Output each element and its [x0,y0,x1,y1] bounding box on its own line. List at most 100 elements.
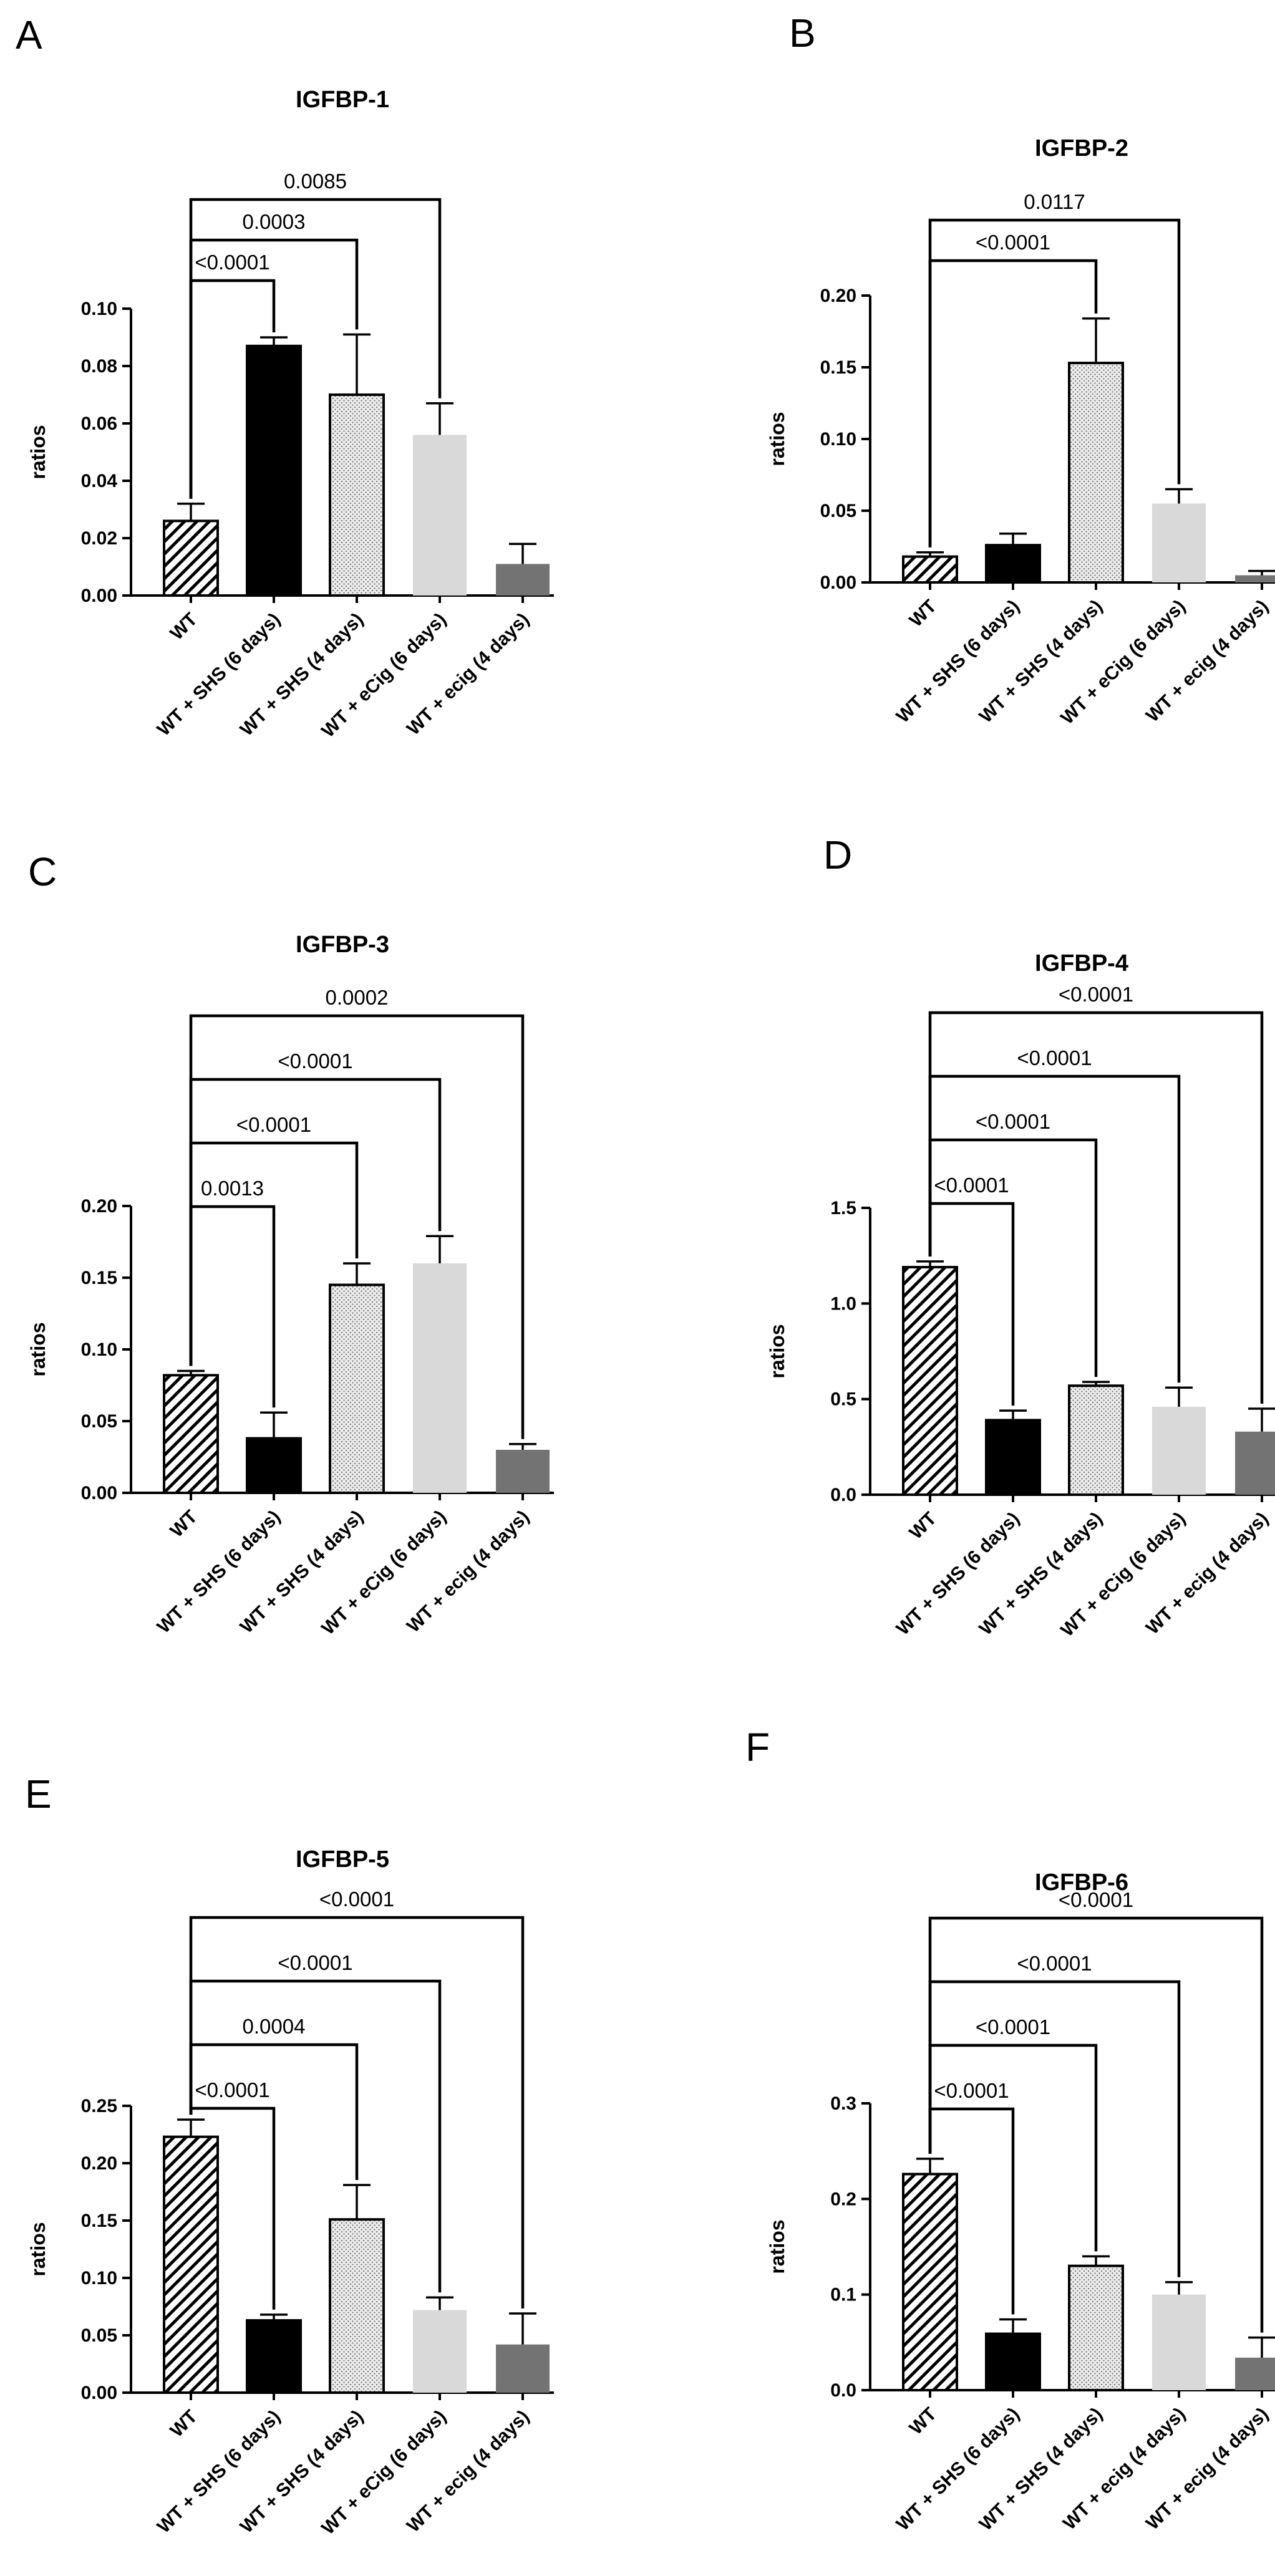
y-tick-label: 0.02 [81,528,117,549]
bar [985,2332,1041,2392]
chart-panel-e: E IGFBP-5 0.00 0.05 0.10 0.15 0.20 0.25 ratios WT… [25,1772,554,2539]
y-tick-label: 0.00 [81,1483,117,1503]
p-value-label: <0.0001 [278,1951,352,1974]
y-tick-label: 0.00 [81,2383,117,2403]
significance-bracket [189,1078,442,1366]
p-value-label: 0.0117 [1024,190,1085,213]
y-tick-label: 0.20 [820,286,856,306]
p-value-label: <0.0001 [236,1113,311,1136]
x-tick-label: WT [906,1508,941,1543]
bar [246,2319,302,2395]
bar [985,1419,1041,1496]
panel-letter: B [789,11,816,55]
bar [163,519,219,597]
y-axis-label: ratios [27,425,49,479]
bar [413,1263,467,1493]
x-tick-label: WT [906,596,941,631]
bar [496,1450,550,1493]
bar [985,544,1041,584]
y-tick-label: 0.10 [820,429,856,450]
bar [496,564,550,596]
bar [1152,2294,1206,2390]
significance-bracket [928,1074,1181,1383]
y-tick-label: 0.1 [830,2285,856,2305]
y-tick-label: 0.10 [81,299,117,319]
chart-title: IGFBP-1 [296,87,389,113]
y-tick-label: 0.15 [81,1268,117,1288]
p-value-label: <0.0001 [1017,1046,1092,1069]
chart-title: IGFBP-2 [1035,135,1128,162]
bar [496,2344,550,2393]
bar [329,2218,385,2394]
bar [413,435,467,596]
y-tick-label: 0.06 [81,413,117,434]
y-tick-label: 0.00 [81,586,117,606]
y-tick-label: 0.10 [81,2268,117,2289]
p-value-label: 0.0004 [243,2015,306,2038]
significance-bracket [928,1916,1264,2333]
bar [1235,575,1275,582]
y-tick-label: 0.05 [81,2325,117,2346]
y-axis-label: ratios [766,1324,788,1378]
x-tick-label: WT [167,2406,201,2441]
p-value-label: <0.0001 [278,1049,352,1073]
y-tick-label: 0.05 [820,501,856,521]
y-axis-label: ratios [27,2222,49,2276]
p-value-label: <0.0001 [195,2078,269,2101]
significance-bracket [928,1980,1181,2277]
p-value-label: <0.0001 [1059,1888,1133,1911]
panel-letter: C [28,849,57,894]
bar [902,2173,958,2391]
y-tick-label: 0.05 [81,1411,117,1432]
p-value-label: <0.0001 [976,2015,1050,2038]
chart-title: IGFBP-3 [296,932,389,958]
p-value-label: 0.0003 [243,210,306,233]
y-tick-label: 1.0 [830,1293,856,1314]
y-tick-label: 0.0 [830,1485,856,1505]
y-tick-label: 0.20 [81,1196,117,1217]
bar [1068,1384,1124,1496]
p-value-label: <0.0001 [976,231,1050,254]
y-axis-label: ratios [766,412,788,466]
bar [1068,362,1124,584]
y-tick-label: 0.20 [81,2153,117,2174]
x-tick-label: WT [906,2404,941,2439]
y-tick-label: 0.2 [830,2189,856,2209]
significance-bracket [928,218,1181,548]
panel-letter: E [25,1772,52,1816]
y-tick-label: 0.08 [81,356,117,377]
y-tick-label: 0.00 [820,572,856,593]
x-tick-label: WT [167,609,201,644]
y-tick-label: 0.3 [830,2093,856,2114]
significance-bracket [928,1011,1264,1404]
bar [902,1266,958,1496]
y-tick-label: 0.15 [820,357,856,378]
y-tick-label: 0.10 [81,1339,117,1360]
y-tick-label: 0.15 [81,2211,117,2231]
significance-bracket [189,1014,525,1439]
bar [902,555,958,584]
p-value-label: <0.0001 [1059,983,1133,1006]
p-value-label: <0.0001 [934,2079,1009,2102]
panel-letter: A [16,12,42,57]
panel-letter: F [745,1725,770,1770]
y-tick-label: 1.5 [830,1198,856,1218]
significance-bracket [189,1916,525,2309]
p-value-label: <0.0001 [319,1888,394,1911]
p-value-label: 0.0085 [284,170,347,193]
bar [1152,1406,1206,1495]
significance-bracket [189,1979,442,2293]
bar [163,1374,219,1494]
x-tick-label: WT [167,1507,201,1541]
chart-title: IGFBP-5 [296,1846,389,1873]
y-axis-label: ratios [766,2219,788,2274]
bar [413,2310,467,2393]
y-tick-label: 0.5 [830,1389,856,1410]
bar [1068,2264,1124,2392]
bar [246,1437,302,1495]
bar [1235,1431,1275,1495]
bar [246,344,302,597]
